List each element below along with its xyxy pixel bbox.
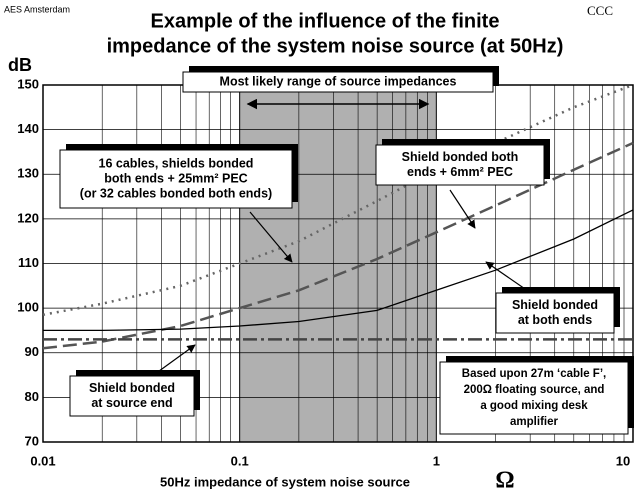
annotation-box	[439, 361, 629, 435]
y-tick-label: 90	[25, 344, 39, 359]
x-axis-label: 50Hz impedance of system noise source	[160, 474, 410, 489]
chart-title: Example of the influence of the finite	[151, 10, 500, 32]
annotation-text: 16 cables, shields bonded	[99, 156, 254, 170]
annotation-text: Shield bonded	[512, 298, 598, 312]
annotation-text: Most likely range of source impedances	[220, 74, 457, 88]
y-tick-label: 130	[17, 166, 39, 181]
x-tick-label: 10	[616, 453, 630, 468]
annotation-text: Shield bonded	[89, 381, 175, 395]
header-right: CCC	[587, 3, 613, 18]
y-tick-label: 150	[17, 76, 39, 91]
header-left: AES Amsterdam	[4, 4, 70, 14]
annotation-text: ends + 6mm² PEC	[407, 165, 513, 179]
annotation-arrow	[485, 261, 529, 292]
x-unit: Ω	[495, 468, 514, 494]
y-axis-label: dB	[8, 55, 32, 75]
chart-title: impedance of the system noise source (at…	[107, 35, 564, 57]
annotation-arrow	[154, 344, 196, 375]
y-tick-label: 120	[17, 210, 39, 225]
annotation-text: Based upon 27m ‘cable F’,	[462, 368, 606, 380]
annotation-arrow	[249, 211, 293, 263]
y-tick-label: 140	[17, 121, 39, 136]
annotation-box	[495, 292, 615, 334]
x-tick-label: 1	[433, 453, 440, 468]
y-tick-label: 70	[25, 433, 39, 448]
annotation-text: amplifier	[510, 416, 558, 428]
series-line	[43, 209, 634, 332]
annotation-text: at both ends	[518, 313, 592, 327]
annotation-box	[182, 71, 494, 93]
annotation-box	[59, 149, 293, 209]
annotation-box	[375, 144, 545, 186]
y-tick-label: 80	[25, 389, 39, 404]
annotation-text: both ends + 25mm² PEC	[104, 171, 247, 185]
y-tick-label: 100	[17, 300, 39, 315]
annotation-text: Shield bonded both	[402, 150, 519, 164]
y-tick-label: 110	[18, 255, 39, 270]
annotation-text: (or 32 cables bonded both ends)	[80, 186, 272, 200]
x-tick-label: 0.01	[30, 453, 55, 468]
annotation-box	[69, 375, 195, 417]
annotation-text: 200Ω floating source, and	[464, 384, 605, 396]
x-tick-label: 0.1	[231, 453, 249, 468]
annotation-text: at source end	[91, 396, 172, 410]
annotation-arrow	[449, 189, 476, 229]
series-line	[42, 141, 634, 350]
annotation-text: a good mixing desk	[480, 400, 588, 412]
